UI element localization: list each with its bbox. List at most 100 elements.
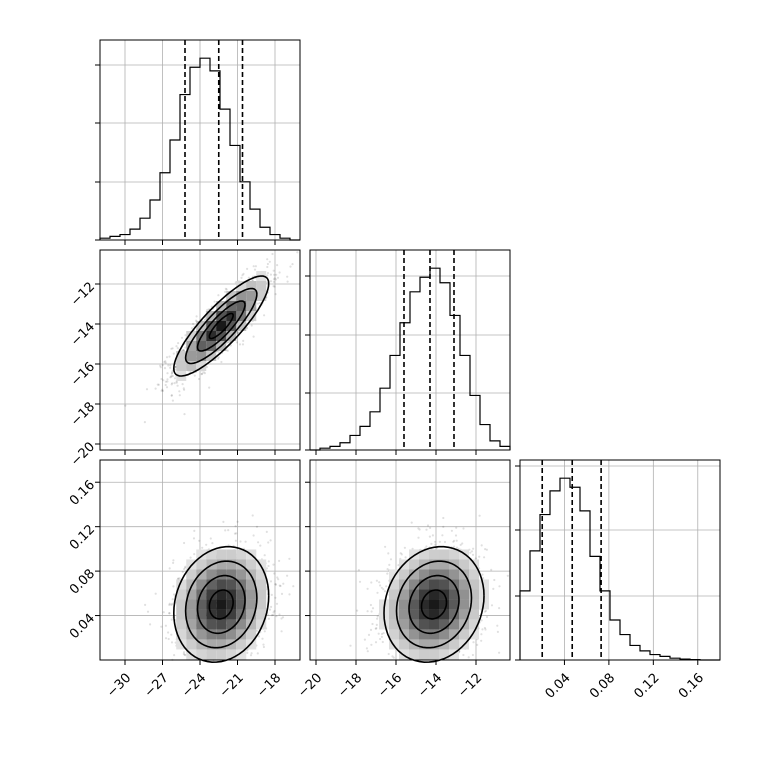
scatter-point [159, 364, 162, 367]
scatter-point [170, 394, 173, 397]
scatter-point [455, 539, 458, 542]
scatter-point [257, 541, 260, 544]
scatter-point [392, 656, 395, 659]
scatter-point [171, 598, 174, 601]
scatter-point [162, 379, 165, 382]
x-tick-label: −20 [295, 671, 325, 701]
scatter-point [229, 344, 232, 347]
density-cell [469, 579, 479, 590]
scatter-point [296, 251, 299, 254]
scatter-point [154, 387, 157, 390]
scatter-point [193, 374, 196, 377]
scatter-point [171, 374, 174, 378]
scatter-point [461, 542, 464, 545]
y-tick-label: 0.12 [67, 522, 98, 553]
density-cell [389, 609, 399, 620]
scatter-point [273, 277, 276, 280]
x-tick-label: −14 [415, 671, 445, 701]
scatter-point [173, 377, 177, 380]
scatter-point [286, 574, 289, 577]
scatter-point [493, 578, 496, 582]
scatter-point [145, 388, 149, 391]
scatter-point [175, 381, 178, 384]
scatter-point [265, 530, 268, 534]
scatter-point [181, 383, 184, 386]
scatter-point [269, 580, 273, 583]
density-cell [439, 599, 449, 610]
density-cell [236, 549, 247, 560]
scatter-point [184, 566, 187, 569]
scatter-point [198, 539, 201, 542]
scatter-point [382, 588, 385, 591]
scatter-point [376, 617, 379, 620]
scatter-point [274, 596, 277, 599]
y-tick-label: 0.08 [67, 567, 98, 598]
scatter-point [363, 638, 366, 641]
density-cell [246, 619, 257, 630]
scatter-point [481, 628, 484, 631]
scatter-point [450, 529, 453, 532]
scatter-point [178, 577, 181, 580]
scatter-point [163, 367, 167, 370]
scatter-point [159, 366, 162, 369]
density-cell [469, 619, 479, 630]
scatter-point [349, 644, 352, 647]
density-cell [196, 579, 207, 590]
scatter-point [170, 372, 173, 375]
density-cells [379, 549, 489, 660]
scatter-point [255, 629, 258, 632]
density-cell [216, 619, 227, 630]
density-cell [256, 281, 267, 291]
density-cell [246, 599, 257, 610]
scatter-point [203, 372, 206, 375]
density-cell [256, 589, 267, 600]
scatter-point [222, 520, 225, 524]
scatter-point [279, 584, 282, 588]
density-cell [479, 579, 489, 590]
scatter-point [246, 651, 249, 655]
scatter-point [240, 276, 243, 279]
density-cell [389, 619, 399, 630]
scatter-point [467, 656, 470, 659]
tick-marks [315, 660, 477, 665]
scatter-point [357, 569, 360, 572]
scatter-point [211, 542, 214, 545]
scatter-point [189, 370, 192, 373]
density-cell [469, 609, 479, 620]
scatter-point [183, 541, 186, 545]
scatter-point [270, 593, 273, 597]
scatter-point [246, 649, 249, 652]
scatter-point [281, 616, 285, 619]
density-cell [459, 589, 469, 600]
density-cell [196, 361, 207, 371]
scatter-point [183, 413, 186, 416]
density-cell [246, 589, 257, 600]
scatter-point [267, 564, 270, 568]
density-cells [176, 271, 267, 381]
scatter-point [286, 275, 289, 278]
scatter-point [478, 555, 481, 558]
scatter-point [484, 609, 488, 613]
scatter-point [193, 529, 196, 533]
density-cell [389, 589, 399, 600]
density-cell [469, 569, 479, 580]
scatter-point [272, 563, 275, 566]
panel-diag-1 [309, 249, 511, 451]
scatter-point [276, 276, 280, 279]
density-cell [226, 549, 237, 560]
scatter-point [227, 544, 230, 547]
density-cell [399, 589, 409, 600]
scatter-point [203, 319, 206, 322]
scatter-point [170, 383, 173, 386]
scatter-point [280, 617, 283, 620]
density-cell [176, 619, 187, 630]
density-cell [469, 599, 479, 610]
scatter-point [193, 553, 196, 556]
scatter-point [217, 357, 220, 360]
density-cell [429, 609, 439, 620]
density-cell [196, 559, 207, 570]
scatter-point [174, 365, 177, 368]
x-tick-label: −16 [375, 671, 405, 701]
contour-line [383, 545, 485, 664]
scatter-point [251, 514, 254, 517]
